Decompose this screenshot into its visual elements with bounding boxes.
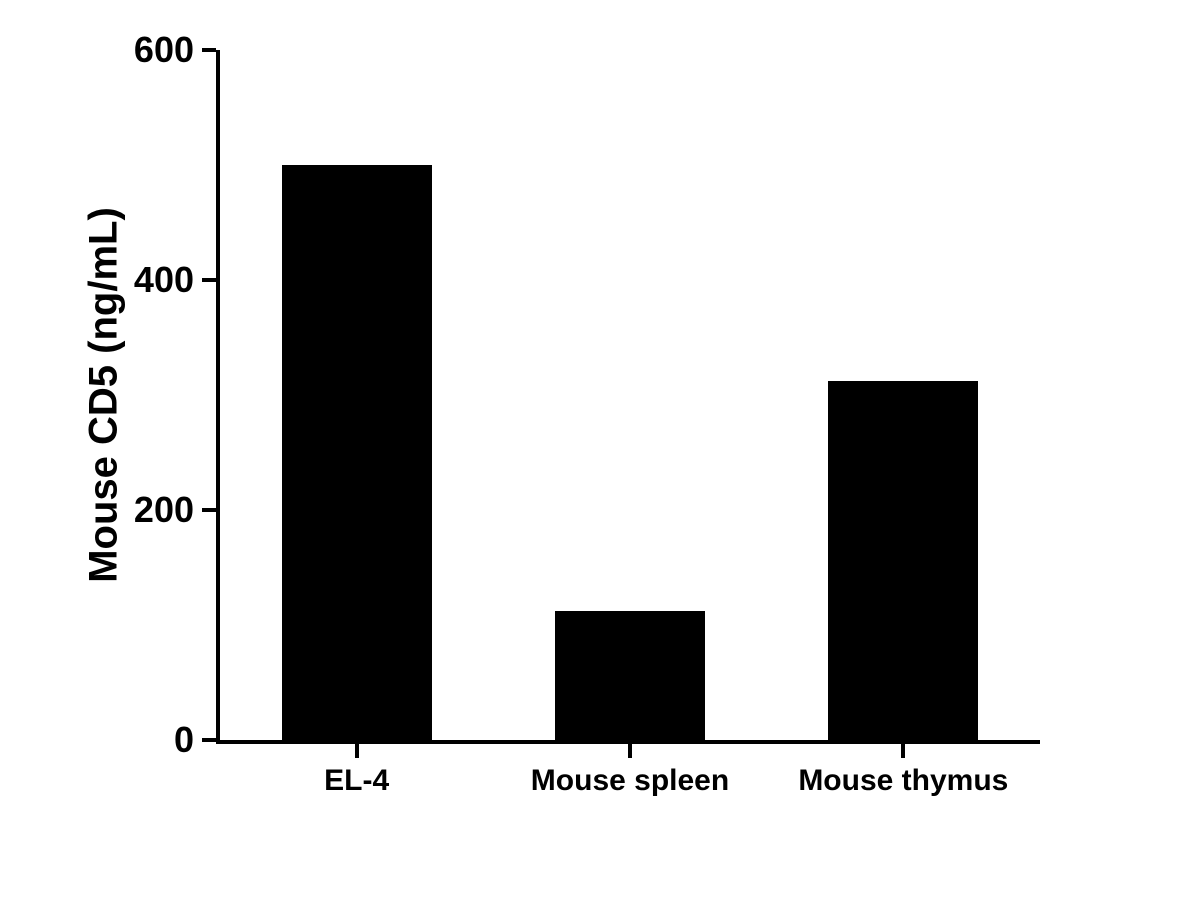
y-tick-label: 400 bbox=[134, 259, 194, 301]
y-tick bbox=[202, 278, 216, 282]
y-tick-label: 0 bbox=[174, 719, 194, 761]
y-tick bbox=[202, 508, 216, 512]
y-tick bbox=[202, 48, 216, 52]
y-tick-label: 600 bbox=[134, 29, 194, 71]
x-tick bbox=[628, 744, 632, 758]
bar bbox=[828, 381, 978, 740]
bar-chart: Mouse CD5 (ng/mL) 0 200 400 600 EL-4 Mouse sp… bbox=[0, 0, 1186, 899]
x-tick-label: EL-4 bbox=[324, 764, 389, 798]
bar bbox=[282, 165, 432, 740]
x-tick-label: Mouse thymus bbox=[798, 764, 1008, 798]
bar bbox=[555, 611, 705, 740]
x-tick bbox=[355, 744, 359, 758]
y-axis bbox=[216, 50, 220, 744]
x-tick bbox=[901, 744, 905, 758]
y-tick-label: 200 bbox=[134, 489, 194, 531]
x-tick-label: Mouse spleen bbox=[531, 764, 729, 798]
y-tick bbox=[202, 738, 216, 742]
y-axis-title: Mouse CD5 (ng/mL) bbox=[82, 207, 127, 583]
